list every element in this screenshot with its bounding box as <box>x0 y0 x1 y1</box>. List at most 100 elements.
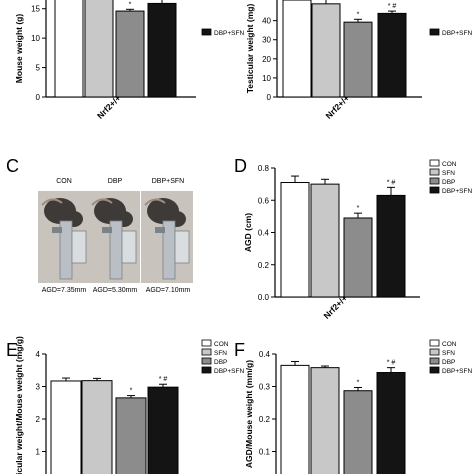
panel-letter-c: C <box>6 156 19 176</box>
legend-swatch <box>429 348 440 356</box>
bar <box>376 372 406 474</box>
y-tick-label: 40 <box>262 17 271 26</box>
bar <box>311 3 341 98</box>
legend-label: DBP+SFN <box>214 368 244 375</box>
chart-f: 0.1 0.2 0.3 0.4 AGD/Mouse weight (mm/g) * * # C… <box>244 339 472 474</box>
significance-mark: * <box>357 11 360 18</box>
photo-caption-con: AGD=7.35mm <box>42 287 87 294</box>
panel-letter-e: E <box>6 340 18 360</box>
legend-label: DBP <box>214 359 227 366</box>
photo-panel: CON DBP DBP+SFN AGD=7.35mm AGD=5.30mm AG… <box>38 178 193 294</box>
y-tick-label: 3 <box>36 383 41 392</box>
legend-swatch <box>429 366 440 374</box>
significance-mark: * # <box>387 360 396 367</box>
bar <box>81 380 113 474</box>
y-axis-label: Testicular weight/Mouse weight (mg/g) <box>14 336 24 474</box>
legend-label: SFN <box>442 350 455 357</box>
legend-label: SFN <box>214 350 227 357</box>
significance-mark: * <box>357 379 360 386</box>
y-tick-label: 0.4 <box>259 350 271 359</box>
y-tick-label: 0.3 <box>259 383 271 392</box>
legend-swatch <box>429 186 440 194</box>
significance-mark: * <box>357 205 360 212</box>
legend-swatch <box>429 339 440 347</box>
caliper-jaw <box>121 230 137 264</box>
y-tick-label: 10 <box>31 34 40 43</box>
legend-swatch <box>429 28 440 36</box>
bar <box>147 2 177 98</box>
bar <box>377 12 407 98</box>
y-tick-label: 10 <box>262 74 271 83</box>
y-tick-label: 0.6 <box>258 196 270 205</box>
legend-swatch <box>201 28 212 36</box>
bar <box>54 0 84 98</box>
significance-mark: * # <box>387 179 396 186</box>
mouse-tail <box>144 198 166 206</box>
y-tick-label: 0 <box>267 93 272 102</box>
legend-swatch <box>201 357 212 365</box>
bar <box>84 0 114 98</box>
significance-mark: * <box>130 388 133 395</box>
legend-label: SFN <box>442 170 455 177</box>
caliper-jaw <box>71 230 87 264</box>
y-tick-label: 20 <box>262 55 271 64</box>
y-axis-label: Testicular weight (mg) <box>245 4 255 94</box>
legend-swatch <box>429 168 440 176</box>
caliper-tip <box>102 227 112 233</box>
bar <box>310 367 340 474</box>
y-tick-label: 0.2 <box>258 261 270 270</box>
bar <box>343 217 373 298</box>
chart-e: 1 2 3 4 Testicular weight/Mouse weight (mg/g… <box>14 336 244 474</box>
caliper-tip <box>52 227 62 233</box>
mouse-tail <box>91 198 113 206</box>
bar <box>310 183 340 298</box>
photo-label-dbp: DBP <box>108 178 123 185</box>
y-axis-label: Mouse weight (g) <box>14 14 24 84</box>
bar <box>280 364 310 474</box>
panel-letter-d: D <box>234 156 247 176</box>
bar <box>50 380 82 474</box>
y-tick-label: 1 <box>36 448 41 457</box>
y-tick-label: 0.0 <box>258 293 270 302</box>
y-axis-label: AGD (cm) <box>243 213 253 252</box>
mouse-tail <box>41 198 63 206</box>
legend-label: CON <box>214 341 229 348</box>
y-tick-label: 2 <box>36 415 41 424</box>
legend-label: DBP+SFN <box>442 30 472 37</box>
y-tick-label: 0.2 <box>259 415 271 424</box>
bar <box>343 21 373 98</box>
photo-caption-dbp-sfn: AGD=7.10mm <box>146 287 191 294</box>
caliper-tip <box>155 227 165 233</box>
legend-label: DBP+SFN <box>442 368 472 375</box>
bar <box>115 397 147 474</box>
photo-caption-dbp: AGD=5.30mm <box>93 287 138 294</box>
legend-swatch <box>201 339 212 347</box>
significance-mark: * <box>129 1 132 8</box>
legend-label: DBP+SFN <box>442 188 472 195</box>
significance-mark: * # <box>159 376 168 383</box>
y-tick-label: 0.8 <box>258 164 270 173</box>
y-axis-label: AGD/Mouse weight (mm/g) <box>244 360 254 468</box>
y-tick-label: 30 <box>262 36 271 45</box>
bar <box>280 182 310 298</box>
legend-label: CON <box>442 161 457 168</box>
caliper-jaw <box>174 230 190 264</box>
mouse-caliper-photo <box>38 191 90 283</box>
bar <box>343 390 373 474</box>
legend-label: DBP <box>442 359 455 366</box>
legend-swatch <box>429 159 440 167</box>
legend-label: DBP <box>442 179 455 186</box>
bar <box>282 0 312 98</box>
legend-swatch <box>429 177 440 185</box>
legend-swatch <box>429 357 440 365</box>
bar <box>115 10 145 98</box>
y-tick-label: 4 <box>36 350 41 359</box>
legend-label: CON <box>442 341 457 348</box>
y-tick-label: 5 <box>36 64 41 73</box>
legend-swatch <box>201 366 212 374</box>
mouse-caliper-photo <box>141 191 193 283</box>
panel-letter-f: F <box>234 340 245 360</box>
